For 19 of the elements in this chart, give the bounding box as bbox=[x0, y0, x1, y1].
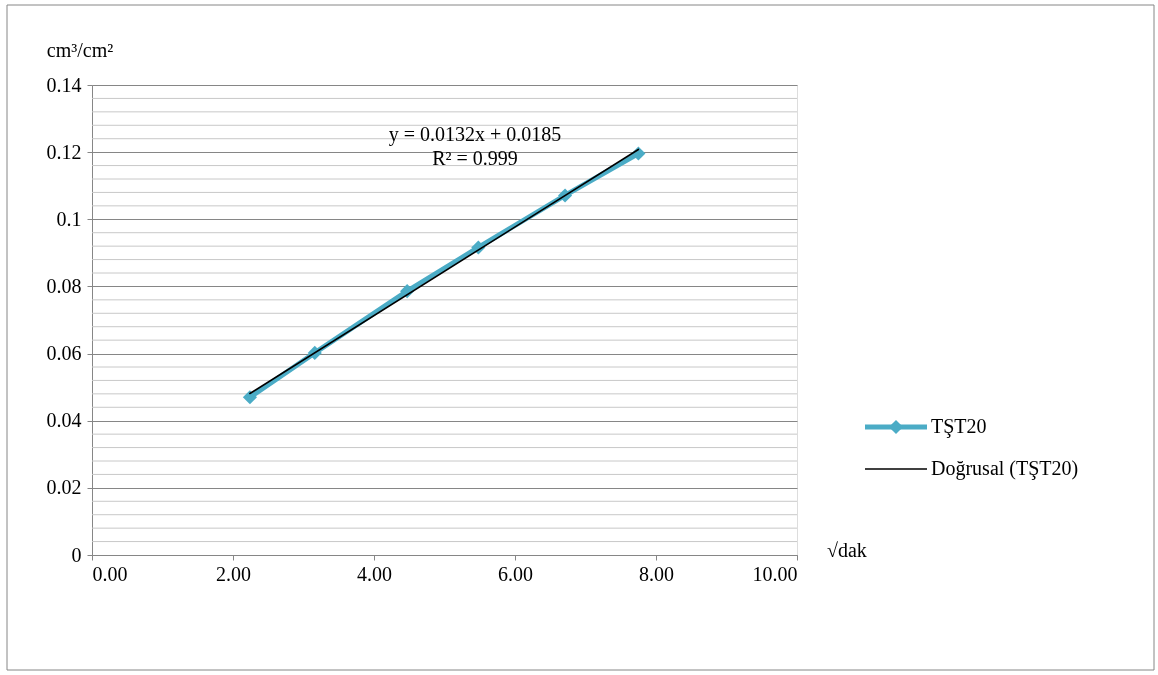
x-tick-label: 6.00 bbox=[498, 562, 533, 585]
y-tick-label: 0.14 bbox=[46, 73, 82, 96]
y-tick-label: 0.08 bbox=[46, 274, 82, 297]
x-tick-label: 0.00 bbox=[92, 562, 128, 585]
x-tick-label: 8.00 bbox=[639, 562, 674, 585]
x-tick-label: 10.00 bbox=[752, 562, 798, 585]
y-tick-label: 0.02 bbox=[46, 476, 82, 499]
y-tick-label: 0.06 bbox=[46, 342, 82, 365]
x-tick-label: 4.00 bbox=[357, 562, 392, 585]
annotation: y = 0.0132x + 0.0185 R² = 0.999 bbox=[388, 123, 562, 169]
y-tick-label: 0.04 bbox=[46, 409, 82, 432]
y-tick-label: 0.12 bbox=[46, 140, 82, 163]
y-axis-title: cm³/cm² bbox=[46, 39, 114, 61]
y-tick-label: 0.1 bbox=[56, 207, 82, 230]
legend-label: TŞT20 bbox=[931, 415, 987, 438]
x-tick-label: 2.00 bbox=[216, 562, 251, 585]
legend-label: Doğrusal (TŞT20) bbox=[931, 457, 1079, 480]
x-axis-title: √dak bbox=[827, 539, 867, 561]
y-tick-label: 0 bbox=[71, 543, 82, 566]
